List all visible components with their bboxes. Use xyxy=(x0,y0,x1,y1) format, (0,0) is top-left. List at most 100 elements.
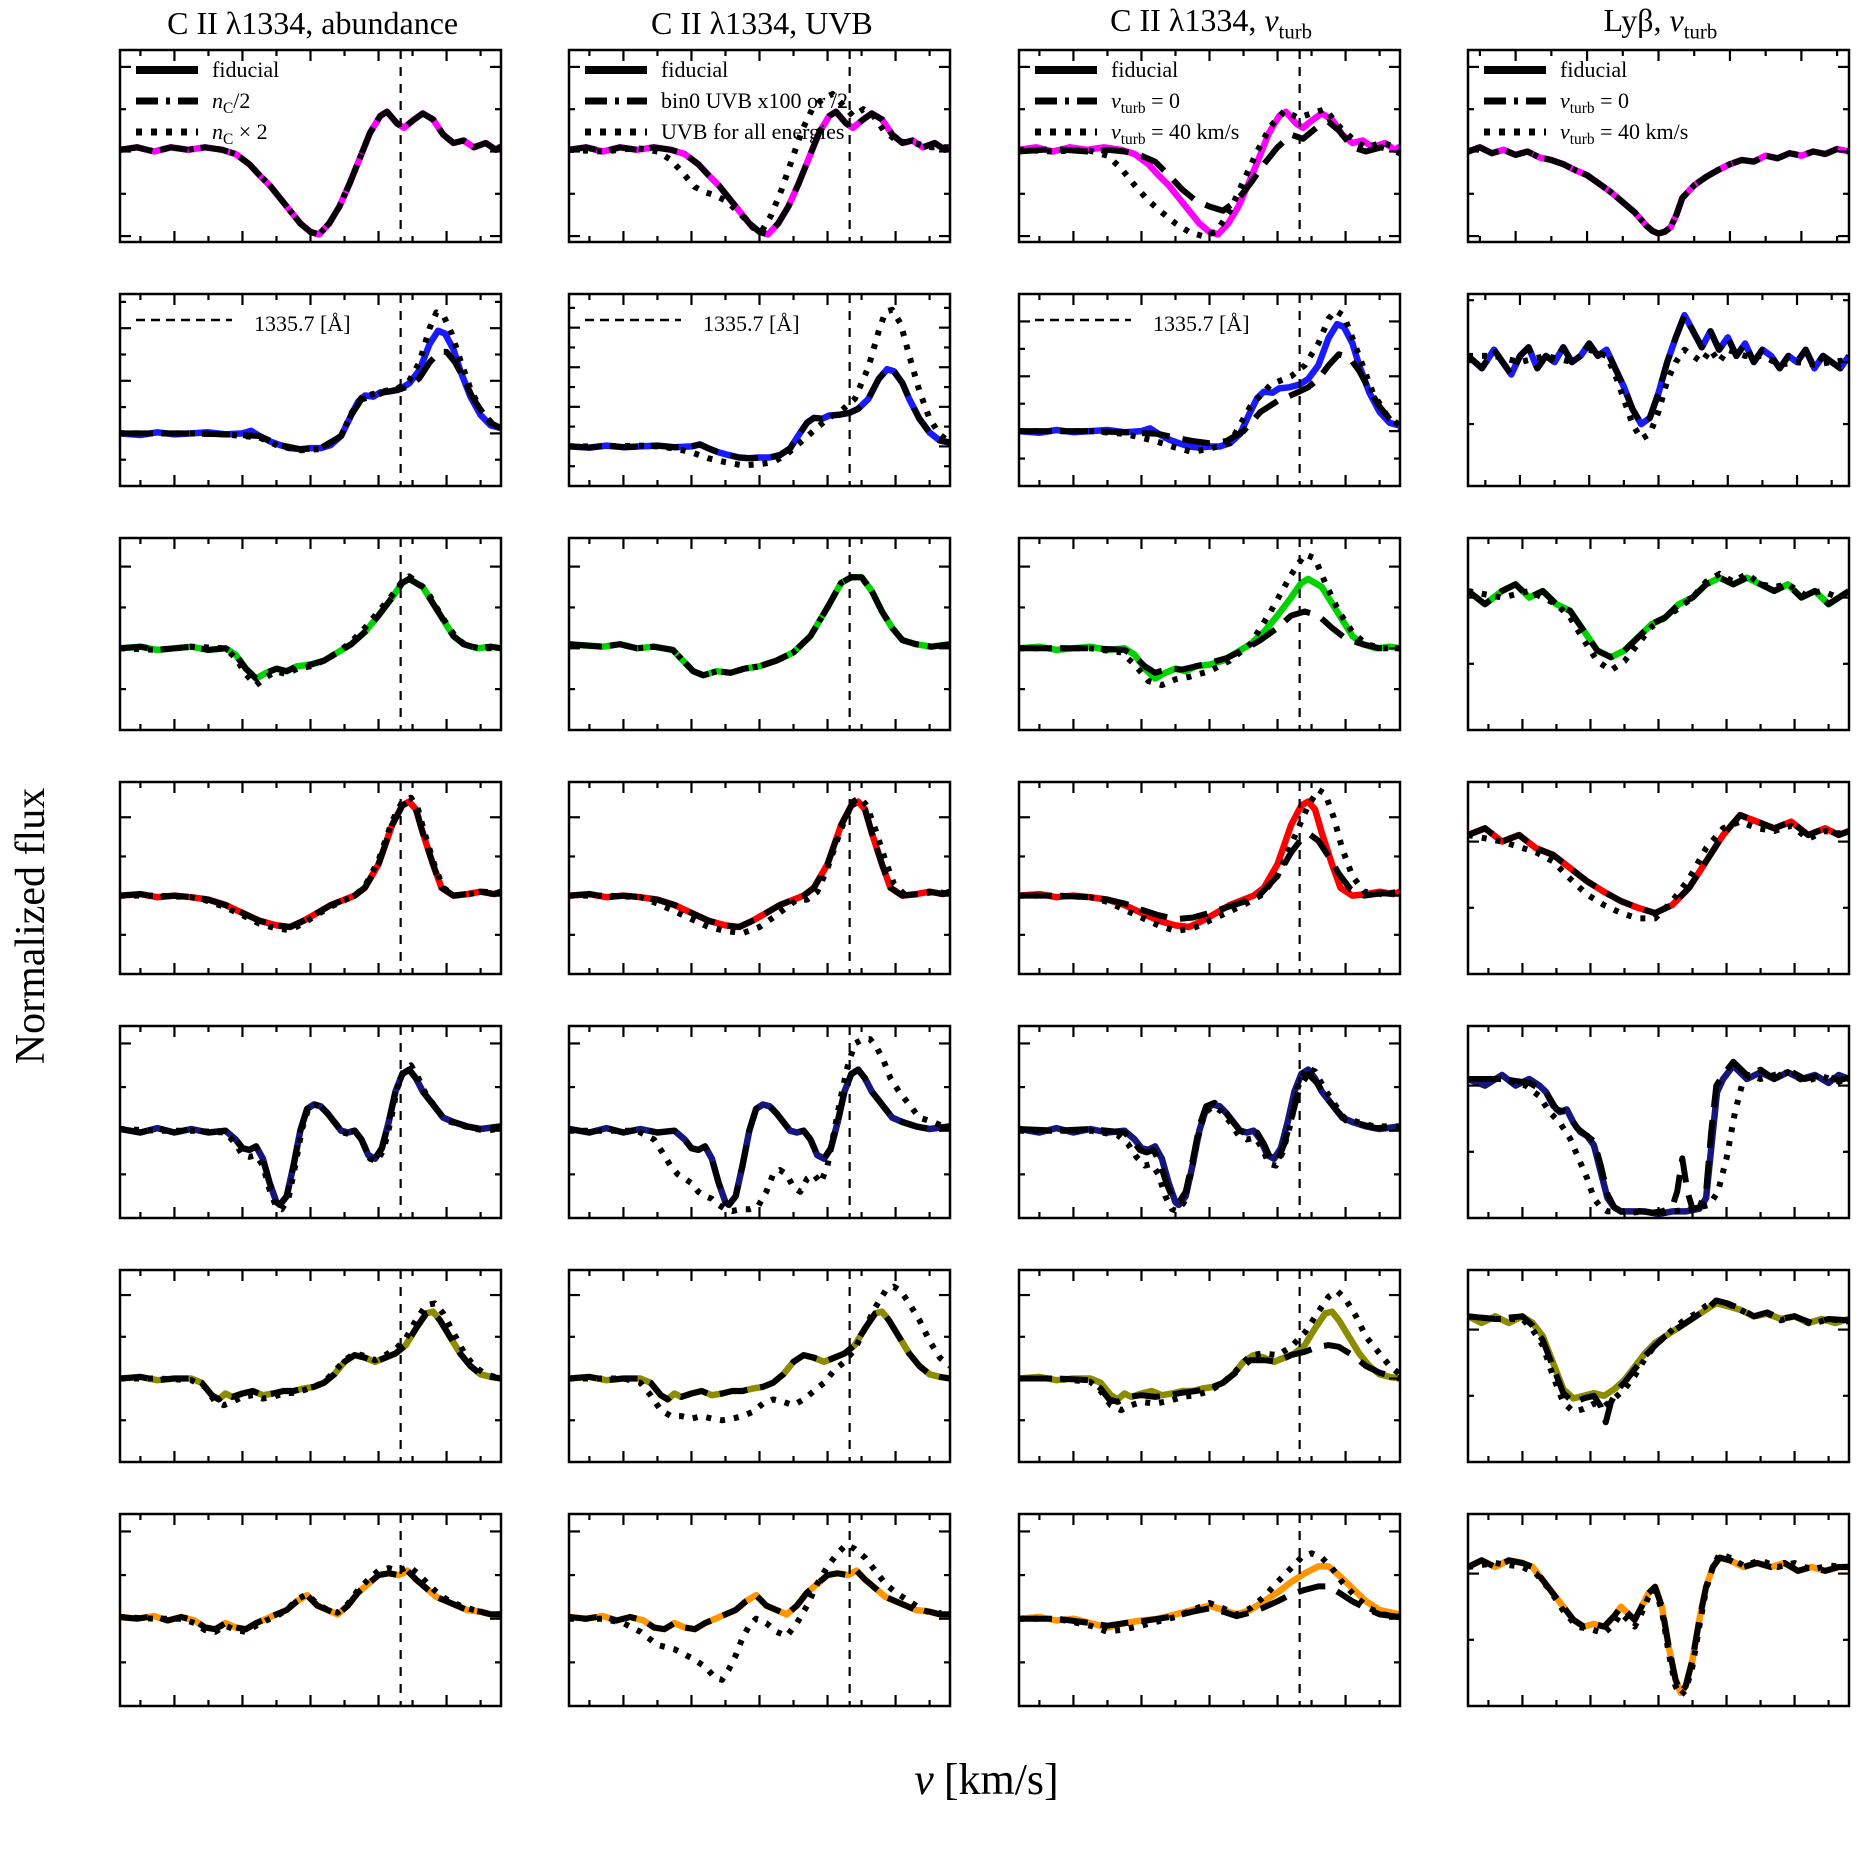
panel-r4c3 xyxy=(961,778,1410,1022)
panel-plot-r2c3: 1335.7 [Å] xyxy=(1017,292,1401,488)
curves-group xyxy=(1467,1058,1849,1218)
panel-plot-r2c4 xyxy=(1466,292,1850,488)
column-title-2: C II λ1334, UVB xyxy=(651,4,873,41)
curve-variant-dotted xyxy=(120,573,501,689)
panel-plot-r5c4 xyxy=(1466,1024,1850,1220)
curves-group xyxy=(1467,1297,1849,1426)
panel-r5c3 xyxy=(961,1022,1410,1266)
panel-r3c3 xyxy=(961,534,1410,778)
curve-variant-dotted xyxy=(1467,144,1849,237)
axes-frame xyxy=(1466,536,1850,732)
axes-frame xyxy=(118,1268,503,1464)
axes-frame xyxy=(118,780,503,976)
axes-frame xyxy=(1466,48,1850,244)
axes-frame xyxy=(118,536,503,732)
curve-variant-dashed xyxy=(1467,1297,1849,1426)
curves-group xyxy=(569,1541,951,1683)
panel-plot-r7c2 xyxy=(568,1512,952,1708)
column-title-1: C II λ1334, abundance xyxy=(167,4,459,41)
curve-fiducial xyxy=(1467,311,1849,428)
curve-variant-dashed xyxy=(569,574,951,679)
curves-group xyxy=(120,108,501,238)
panel-plot-r6c3 xyxy=(1017,1268,1401,1464)
panel-plot-r5c1 xyxy=(118,1024,503,1220)
panel-plot-r4c2 xyxy=(568,780,952,976)
panel-plot-r4c1 xyxy=(118,780,503,976)
curve-variant-dotted xyxy=(120,309,501,454)
panel-r3c4 xyxy=(1410,534,1859,778)
curves-group xyxy=(569,1036,951,1214)
curve-variant-dotted xyxy=(569,1541,951,1683)
curves-group xyxy=(1018,307,1400,455)
panel-r6c2 xyxy=(511,1266,960,1510)
curves-group xyxy=(569,1283,951,1424)
panel-plot-r6c4 xyxy=(1466,1268,1850,1464)
panel-r6c3 xyxy=(961,1266,1410,1510)
column-title-4: Lyβ, vturb xyxy=(1603,1,1718,44)
panel-plot-r6c1 xyxy=(118,1268,503,1464)
legend-label: vturb​ = 0 xyxy=(1111,88,1180,117)
curves-group xyxy=(569,91,951,238)
curve-variant-dashed xyxy=(1018,1342,1400,1405)
curve-variant-dashed xyxy=(569,1066,951,1208)
curve-fiducial xyxy=(1467,811,1849,917)
legend-label: fiducial xyxy=(1111,57,1178,82)
curves-group xyxy=(1467,311,1849,442)
legend-label: UVB for all energies xyxy=(661,119,845,144)
curve-variant-dotted xyxy=(1467,1069,1849,1217)
legend-label: vturb​ = 0 xyxy=(1560,88,1629,117)
curve-fiducial xyxy=(569,573,951,679)
axes-frame xyxy=(1466,780,1850,976)
curve-variant-dotted xyxy=(569,91,951,235)
legend-label: nC​/2 xyxy=(212,88,250,117)
panel-r3c2 xyxy=(511,534,960,778)
curve-variant-dotted xyxy=(120,1062,501,1213)
curve-variant-dashed xyxy=(1467,812,1849,917)
curve-variant-dashed xyxy=(1018,608,1400,676)
curve-variant-dotted xyxy=(120,1563,501,1635)
panel-r4c4 xyxy=(1410,778,1859,1022)
legend-label: fiducial xyxy=(1560,57,1627,82)
curves-group xyxy=(120,1563,501,1635)
plot-grid-area: C II λ1334, abundance C II λ1334, UVB C II… xyxy=(62,0,1859,1852)
panel-r5c2 xyxy=(511,1022,960,1266)
panel-r7c1 xyxy=(62,1510,511,1754)
curve-fiducial xyxy=(569,1066,951,1209)
axes-frame xyxy=(1017,1512,1401,1708)
panel-plot-r3c2 xyxy=(568,536,952,732)
curves-group xyxy=(1467,811,1849,922)
panel-r7c3 xyxy=(961,1510,1410,1754)
curve-variant-dotted xyxy=(1018,1064,1400,1214)
panel-r2c1: 1335.7 [Å] xyxy=(62,290,511,534)
curve-variant-dotted xyxy=(120,1300,501,1409)
panel-plot-r5c3 xyxy=(1017,1024,1401,1220)
curves-group xyxy=(120,1062,501,1213)
column-titles-row: C II λ1334, abundance C II λ1334, UVB C II… xyxy=(62,0,1859,46)
legend-label: vturb​ = 40 km/s xyxy=(1111,119,1239,148)
legend-label: 1335.7 [Å] xyxy=(1153,311,1250,336)
panel-r7c4 xyxy=(1410,1510,1859,1754)
curve-variant-dotted xyxy=(1018,551,1400,689)
x-axis-label: v [km/s] xyxy=(62,1754,1859,1828)
curves-group xyxy=(569,794,951,937)
curve-variant-dashed xyxy=(1467,1058,1849,1216)
axes-frame xyxy=(568,1512,952,1708)
curve-variant-dashed xyxy=(1018,351,1400,447)
curve-variant-dashed xyxy=(1467,1554,1849,1696)
curve-variant-dashed xyxy=(120,1308,501,1403)
panel-r5c1 xyxy=(62,1022,511,1266)
curves-group xyxy=(120,309,501,454)
legend-label: vturb​ = 40 km/s xyxy=(1560,119,1688,148)
panel-plot-r2c2: 1335.7 [Å] xyxy=(568,292,952,488)
curve-variant-dashed xyxy=(120,1066,501,1208)
panel-plot-r1c1: fiducial nC​/2nC​ × 2 xyxy=(118,48,503,244)
panel-r7c2 xyxy=(511,1510,960,1754)
panel-r3c1 xyxy=(62,534,511,778)
curves-group xyxy=(1467,144,1849,237)
curve-variant-dotted xyxy=(120,108,501,238)
curves-group xyxy=(1018,1064,1400,1214)
curve-variant-dotted xyxy=(1467,1550,1849,1699)
